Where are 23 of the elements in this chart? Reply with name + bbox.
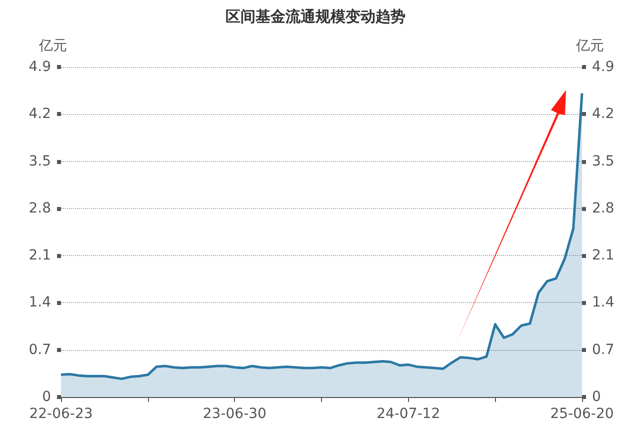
y2-tick-label: 3.5 [592,153,614,170]
x-tick-label: 24-07-12 [376,406,440,422]
x-tick-label: 25-06-20 [550,406,614,422]
y-tick-label: 4.2 [28,106,51,122]
y2-tick-label: 4.2 [592,106,614,122]
y2-tick-label: 2.8 [592,200,614,216]
y-axis-title: 亿元 [38,38,67,54]
x-tick-label: 22-06-23 [29,406,93,422]
y2-tick-label: 4.9 [592,59,614,75]
y-tick-label: 3.5 [28,153,51,170]
y-tick-label: 4.9 [28,59,51,75]
y-tick-label: 2.1 [28,248,51,264]
y2-tick-label: 0 [592,389,601,405]
y2-tick-label: 2.1 [592,248,614,264]
y-tick-label: 0 [42,389,51,405]
y-tick-label: 1.4 [28,294,52,311]
y-tick-label: 0.7 [28,342,51,358]
y-tick-label: 2.8 [28,200,51,216]
y2-tick-label: 1.4 [592,294,614,311]
x-tick-label: 23-06-30 [202,406,266,422]
y2-axis-title: 亿元 [575,38,604,54]
chart-title: 区间基金流通规模变动趋势 [226,8,406,26]
y2-tick-label: 0.7 [592,342,614,358]
